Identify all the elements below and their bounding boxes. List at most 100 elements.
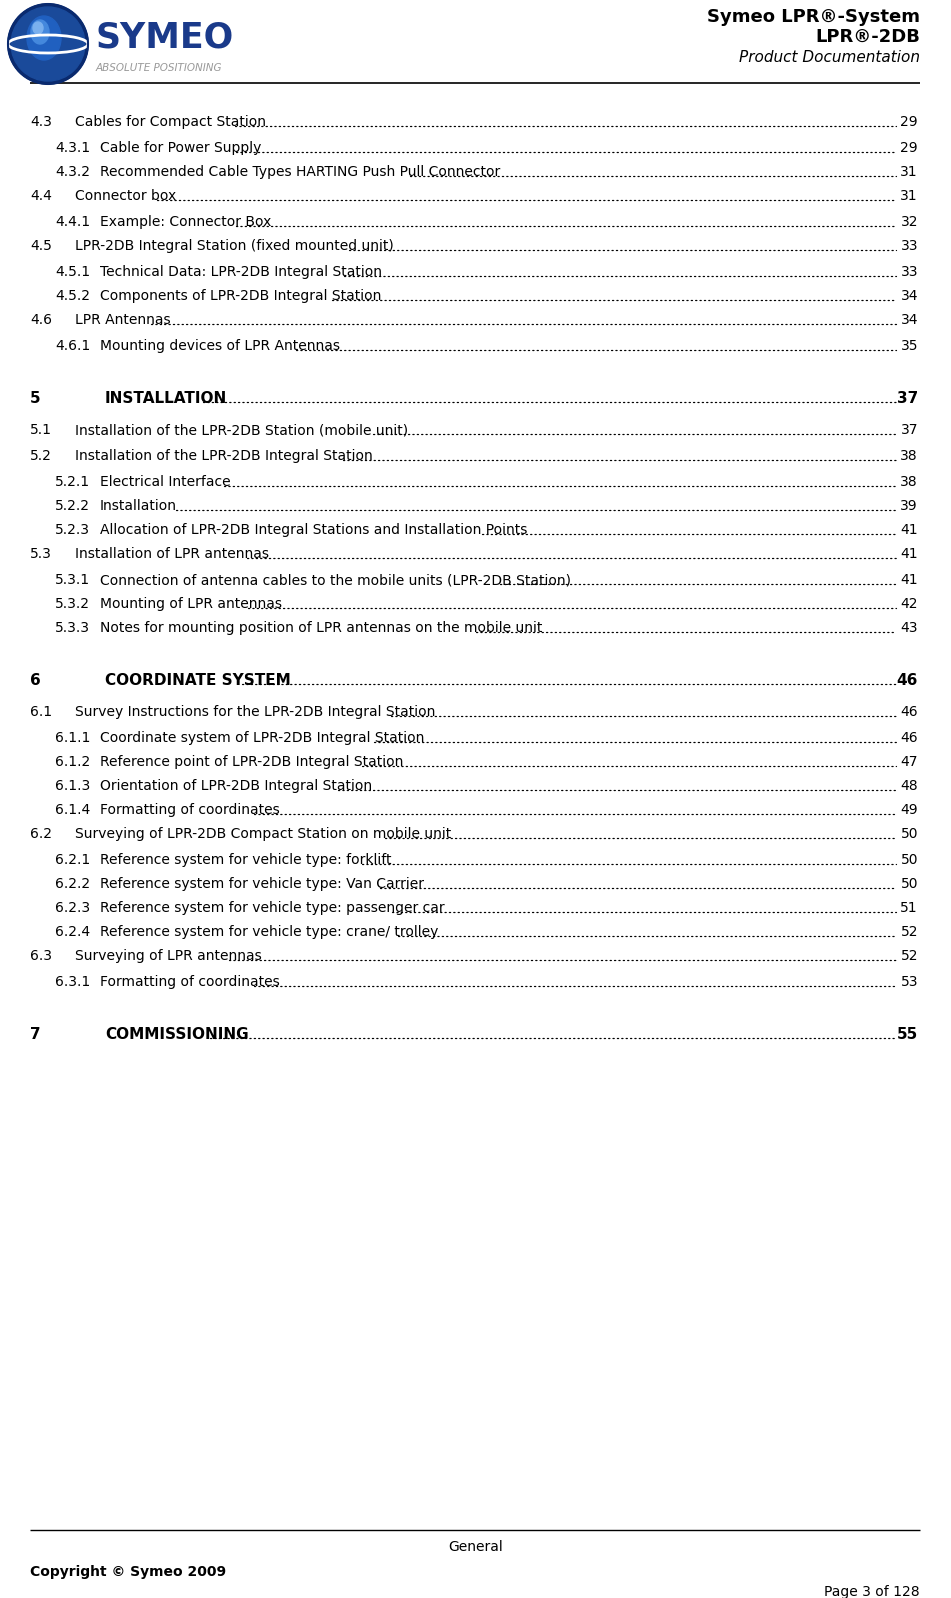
Text: Reference system for vehicle type: Van Carrier: Reference system for vehicle type: Van C…	[100, 877, 424, 892]
Text: Installation of the LPR-2DB Station (mobile unit): Installation of the LPR-2DB Station (mob…	[75, 423, 408, 436]
Text: 46: 46	[901, 730, 918, 745]
Text: 5.2: 5.2	[30, 449, 52, 463]
Text: 46: 46	[897, 673, 918, 689]
Text: Electrical Interface: Electrical Interface	[100, 475, 231, 489]
Text: 5.1: 5.1	[30, 423, 52, 436]
Ellipse shape	[27, 16, 61, 61]
Text: 4.6.1: 4.6.1	[55, 339, 90, 353]
Text: Mounting devices of LPR Antennas: Mounting devices of LPR Antennas	[100, 339, 340, 353]
Text: 32: 32	[901, 216, 918, 229]
Text: 6.2.2: 6.2.2	[55, 877, 90, 892]
Text: COORDINATE SYSTEM: COORDINATE SYSTEM	[105, 673, 291, 689]
Text: Installation of LPR antennas: Installation of LPR antennas	[75, 547, 269, 561]
Text: 31: 31	[901, 165, 918, 179]
Text: Orientation of LPR-2DB Integral Station: Orientation of LPR-2DB Integral Station	[100, 778, 372, 793]
Text: 6.2.1: 6.2.1	[55, 853, 90, 868]
Text: 6.2.4: 6.2.4	[55, 925, 90, 940]
Text: Survey Instructions for the LPR-2DB Integral Station: Survey Instructions for the LPR-2DB Inte…	[75, 705, 436, 719]
Text: 41: 41	[901, 574, 918, 586]
Text: 29: 29	[901, 115, 918, 129]
Text: 6.1.4: 6.1.4	[55, 804, 90, 817]
Text: 34: 34	[901, 313, 918, 328]
Text: 38: 38	[901, 475, 918, 489]
Text: Product Documentation: Product Documentation	[739, 50, 920, 66]
Circle shape	[11, 6, 85, 81]
Text: Installation: Installation	[100, 499, 177, 513]
Text: 39: 39	[901, 499, 918, 513]
Text: Technical Data: LPR-2DB Integral Station: Technical Data: LPR-2DB Integral Station	[100, 265, 382, 280]
Text: Surveying of LPR-2DB Compact Station on mobile unit: Surveying of LPR-2DB Compact Station on …	[75, 828, 452, 841]
Text: 50: 50	[901, 853, 918, 868]
Text: 6.2.3: 6.2.3	[55, 901, 90, 916]
Text: 43: 43	[901, 622, 918, 634]
Text: 4.5: 4.5	[30, 240, 52, 252]
Text: 53: 53	[901, 975, 918, 989]
Text: Coordinate system of LPR-2DB Integral Station: Coordinate system of LPR-2DB Integral St…	[100, 730, 424, 745]
Text: 48: 48	[901, 778, 918, 793]
Text: Reference system for vehicle type: forklift: Reference system for vehicle type: forkl…	[100, 853, 392, 868]
Text: 41: 41	[901, 547, 918, 561]
Text: Allocation of LPR-2DB Integral Stations and Installation Points: Allocation of LPR-2DB Integral Stations …	[100, 523, 528, 537]
Text: 49: 49	[901, 804, 918, 817]
Text: Example: Connector Box: Example: Connector Box	[100, 216, 271, 229]
Text: 4.4: 4.4	[30, 189, 52, 203]
Text: 5.2.3: 5.2.3	[55, 523, 90, 537]
Text: Surveying of LPR antennas: Surveying of LPR antennas	[75, 949, 262, 964]
Text: LPR®-2DB: LPR®-2DB	[815, 29, 920, 46]
Text: 42: 42	[901, 598, 918, 610]
Text: 50: 50	[901, 828, 918, 841]
Text: Notes for mounting position of LPR antennas on the mobile unit: Notes for mounting position of LPR anten…	[100, 622, 542, 634]
Text: SYMEO: SYMEO	[96, 21, 234, 54]
Text: Reference system for vehicle type: crane/ trolley: Reference system for vehicle type: crane…	[100, 925, 438, 940]
Text: INSTALLATION: INSTALLATION	[105, 392, 227, 406]
Text: 37: 37	[897, 392, 918, 406]
Text: 5.3.2: 5.3.2	[55, 598, 90, 610]
Text: 5.2.2: 5.2.2	[55, 499, 90, 513]
Text: 4.6: 4.6	[30, 313, 52, 328]
Text: 4.4.1: 4.4.1	[55, 216, 90, 229]
Text: 33: 33	[901, 240, 918, 252]
Text: Mounting of LPR antennas: Mounting of LPR antennas	[100, 598, 282, 610]
Text: Installation of the LPR-2DB Integral Station: Installation of the LPR-2DB Integral Sta…	[75, 449, 373, 463]
Text: 47: 47	[901, 754, 918, 769]
Text: 55: 55	[897, 1028, 918, 1042]
Ellipse shape	[31, 21, 49, 45]
Text: Cable for Power Supply: Cable for Power Supply	[100, 141, 262, 155]
Text: General: General	[448, 1540, 503, 1553]
Text: ABSOLUTE POSITIONING: ABSOLUTE POSITIONING	[96, 62, 223, 74]
Text: 50: 50	[901, 877, 918, 892]
Text: 29: 29	[901, 141, 918, 155]
Text: 6: 6	[30, 673, 41, 689]
Text: 34: 34	[901, 289, 918, 304]
Text: 6.1.3: 6.1.3	[55, 778, 90, 793]
Text: 41: 41	[901, 523, 918, 537]
Text: 6.2: 6.2	[30, 828, 52, 841]
Text: 52: 52	[901, 925, 918, 940]
Text: 33: 33	[901, 265, 918, 280]
Text: 4.3.1: 4.3.1	[55, 141, 90, 155]
Circle shape	[8, 5, 88, 85]
Text: 4.5.2: 4.5.2	[55, 289, 90, 304]
Text: 31: 31	[901, 189, 918, 203]
Text: Connection of antenna cables to the mobile units (LPR-2DB Station): Connection of antenna cables to the mobi…	[100, 574, 571, 586]
Text: 52: 52	[901, 949, 918, 964]
Text: 6.1.1: 6.1.1	[55, 730, 90, 745]
Text: 38: 38	[901, 449, 918, 463]
Ellipse shape	[33, 22, 43, 34]
Text: 46: 46	[901, 705, 918, 719]
Text: Reference point of LPR-2DB Integral Station: Reference point of LPR-2DB Integral Stat…	[100, 754, 403, 769]
Text: 4.5.1: 4.5.1	[55, 265, 90, 280]
Text: Connector box: Connector box	[75, 189, 176, 203]
Text: 51: 51	[901, 901, 918, 916]
Text: Reference system for vehicle type: passenger car: Reference system for vehicle type: passe…	[100, 901, 445, 916]
Text: Formatting of coordinates: Formatting of coordinates	[100, 804, 280, 817]
Text: 4.3: 4.3	[30, 115, 52, 129]
Text: 6.3.1: 6.3.1	[55, 975, 90, 989]
Text: Components of LPR-2DB Integral Station: Components of LPR-2DB Integral Station	[100, 289, 381, 304]
Text: 5.2.1: 5.2.1	[55, 475, 90, 489]
Text: Copyright © Symeo 2009: Copyright © Symeo 2009	[30, 1564, 226, 1579]
Text: LPR Antennas: LPR Antennas	[75, 313, 170, 328]
Text: 6.3: 6.3	[30, 949, 52, 964]
Text: 7: 7	[30, 1028, 41, 1042]
Text: Recommended Cable Types HARTING Push Pull Connector: Recommended Cable Types HARTING Push Pul…	[100, 165, 500, 179]
